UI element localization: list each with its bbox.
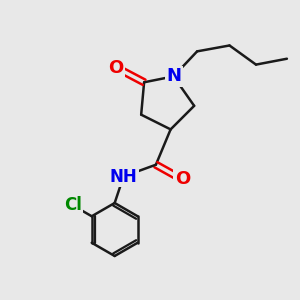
Text: NH: NH [110,167,137,185]
Text: O: O [175,170,190,188]
Text: N: N [166,68,181,85]
Text: O: O [109,58,124,76]
Text: Cl: Cl [64,196,82,214]
